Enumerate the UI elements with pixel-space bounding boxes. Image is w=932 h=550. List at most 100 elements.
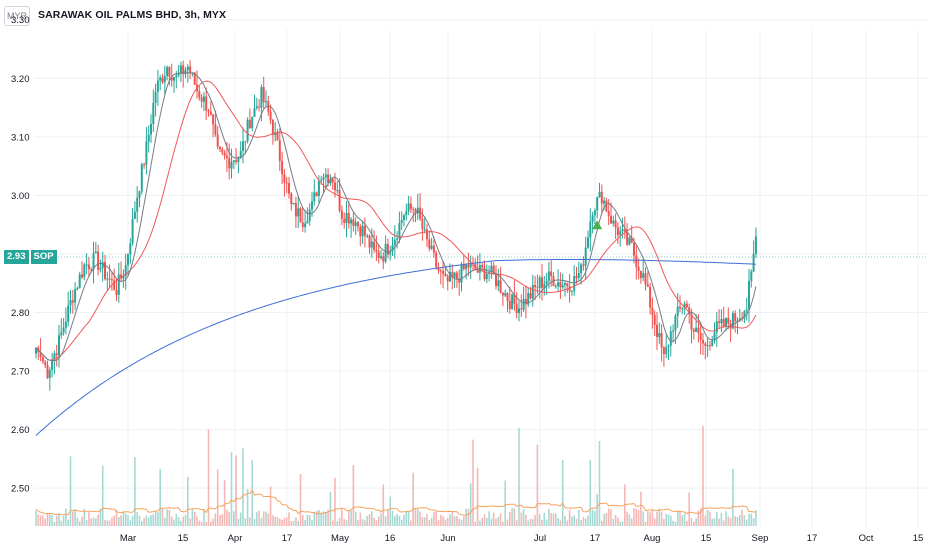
candle-body bbox=[216, 134, 219, 147]
candlestick bbox=[237, 156, 240, 174]
candle-body bbox=[186, 66, 189, 71]
volume-bar bbox=[331, 520, 334, 526]
volume-bar bbox=[290, 521, 293, 526]
candlestick bbox=[398, 211, 401, 244]
volume-bar bbox=[561, 459, 564, 526]
y-tick-label: 3.20 bbox=[11, 74, 30, 85]
candlestick bbox=[718, 309, 721, 330]
volume-bar bbox=[589, 459, 592, 526]
volume-bar bbox=[67, 519, 69, 526]
candle-body bbox=[202, 96, 205, 102]
candle-body bbox=[561, 284, 564, 288]
candle-body bbox=[46, 365, 49, 379]
volume-bar bbox=[660, 511, 663, 526]
volume-bar bbox=[725, 511, 727, 526]
candle-body bbox=[393, 239, 396, 246]
candle-body bbox=[193, 72, 196, 85]
candle-body bbox=[522, 299, 525, 310]
candle-body bbox=[145, 141, 148, 165]
candle-body bbox=[559, 282, 562, 288]
volume-bar bbox=[118, 516, 120, 526]
candlestick bbox=[246, 117, 249, 144]
candlestick bbox=[511, 293, 514, 310]
candlestick bbox=[635, 245, 638, 280]
candlestick bbox=[152, 89, 155, 132]
candlestick bbox=[391, 236, 394, 256]
chart-title[interactable]: SARAWAK OIL PALMS BHD, 3h, MYX bbox=[38, 9, 227, 21]
volume-bar bbox=[308, 515, 311, 526]
candlestick bbox=[306, 207, 309, 224]
candle-body bbox=[506, 293, 509, 301]
volume-bar bbox=[490, 518, 493, 526]
candlestick bbox=[62, 318, 65, 336]
candlestick bbox=[281, 151, 284, 185]
volume-bar bbox=[74, 509, 76, 526]
candlestick bbox=[389, 245, 392, 261]
candle-body bbox=[612, 220, 615, 224]
candlestick bbox=[168, 66, 171, 86]
volume-bar bbox=[122, 511, 125, 526]
candlestick bbox=[419, 193, 422, 222]
candlestick bbox=[483, 260, 486, 282]
candle-body bbox=[361, 225, 364, 237]
candle-body bbox=[133, 211, 136, 219]
volume-bar bbox=[479, 520, 481, 526]
candlestick bbox=[573, 265, 576, 296]
candlestick bbox=[593, 208, 596, 225]
candle-body bbox=[242, 141, 244, 151]
candle-body bbox=[554, 286, 557, 288]
candlestick bbox=[722, 306, 725, 328]
candle-body bbox=[462, 264, 465, 270]
volume-bar bbox=[541, 519, 543, 526]
volume-bar bbox=[665, 513, 667, 526]
volume-bar bbox=[607, 508, 610, 526]
candle-body bbox=[669, 331, 672, 346]
x-tick-label: Sep bbox=[752, 533, 769, 544]
candle-body bbox=[97, 251, 100, 270]
volume-bar bbox=[446, 517, 449, 526]
candlestick bbox=[582, 256, 585, 271]
candle-body bbox=[699, 332, 702, 341]
candle-body bbox=[446, 276, 449, 282]
candlestick bbox=[407, 195, 410, 216]
volume-bar bbox=[624, 484, 626, 526]
volume-bar bbox=[313, 512, 316, 526]
volume-bar bbox=[357, 520, 359, 526]
candlestick bbox=[497, 268, 500, 292]
candlestick bbox=[67, 291, 70, 327]
candle-body bbox=[396, 238, 399, 240]
candlestick bbox=[99, 259, 102, 273]
candlestick bbox=[292, 202, 295, 205]
volume-bar bbox=[465, 508, 467, 526]
candlestick bbox=[124, 253, 127, 290]
candle-body bbox=[377, 251, 380, 259]
x-tick-label: 15 bbox=[178, 533, 189, 544]
x-axis: Mar 15 Apr 17 May 16 Jun Jul 17 Aug 15 Sep 17 Oct 15 bbox=[120, 533, 923, 544]
volume-bar bbox=[697, 510, 700, 526]
volume-bar bbox=[318, 509, 320, 526]
candle-body bbox=[633, 242, 635, 256]
volume-bar bbox=[449, 514, 451, 526]
candlestick bbox=[685, 300, 688, 309]
candlestick bbox=[409, 196, 412, 213]
candle-body bbox=[230, 162, 233, 169]
candlestick bbox=[428, 230, 431, 252]
candle-body bbox=[584, 247, 587, 266]
volume-bar bbox=[543, 512, 546, 526]
y-tick-label: 3.30 bbox=[11, 15, 30, 26]
volume-bar bbox=[203, 509, 205, 526]
candle-body bbox=[570, 290, 573, 292]
volume-bar bbox=[272, 515, 274, 526]
volume-bar bbox=[72, 511, 74, 526]
candlestick bbox=[752, 240, 755, 273]
volume-bar bbox=[686, 521, 688, 526]
candle-body bbox=[409, 203, 412, 209]
candle-body bbox=[205, 96, 208, 111]
candle-body bbox=[692, 329, 695, 332]
volume-bar bbox=[552, 513, 555, 526]
candle-body bbox=[667, 345, 670, 348]
volume-bar bbox=[210, 521, 212, 526]
x-tick-label: Mar bbox=[120, 533, 136, 544]
currency-badge[interactable]: MYR bbox=[4, 6, 30, 26]
